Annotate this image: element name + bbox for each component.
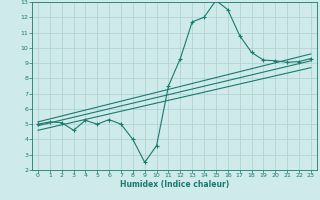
X-axis label: Humidex (Indice chaleur): Humidex (Indice chaleur)	[120, 180, 229, 189]
